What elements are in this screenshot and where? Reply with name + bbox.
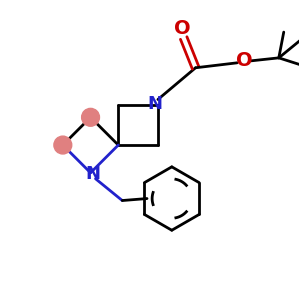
Text: N: N — [85, 165, 100, 183]
Text: O: O — [174, 19, 191, 38]
Text: O: O — [236, 51, 252, 70]
Circle shape — [82, 108, 100, 126]
Circle shape — [54, 136, 72, 154]
Text: N: N — [148, 95, 163, 113]
